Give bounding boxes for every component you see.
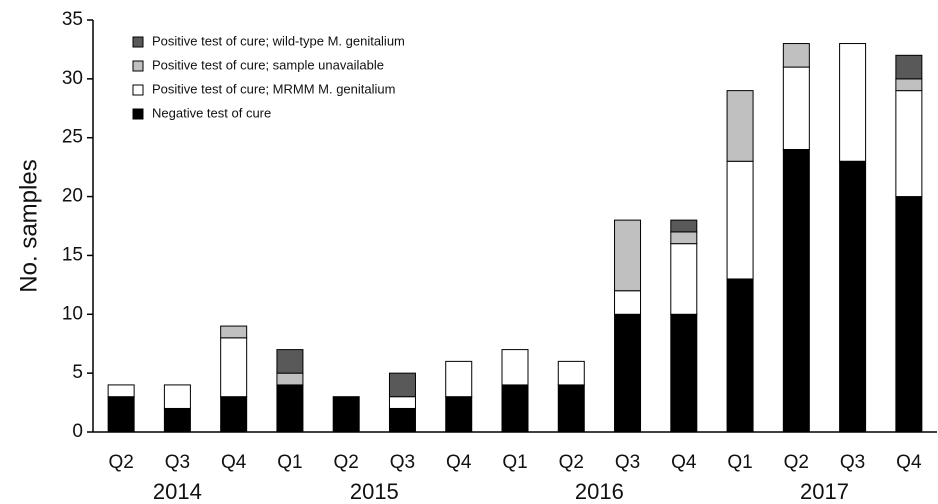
bar-segment xyxy=(670,243,698,315)
bar-segment xyxy=(895,78,923,92)
bar-segment xyxy=(670,219,698,233)
x-tick-label: Q4 xyxy=(221,452,247,473)
x-tick-label: Q3 xyxy=(615,452,640,473)
bar-segment xyxy=(388,396,416,409)
y-tick-label: 10 xyxy=(62,303,83,324)
legend-swatch xyxy=(132,36,144,48)
bar-segment xyxy=(614,313,642,433)
bar-segment xyxy=(501,384,529,433)
x-tick-label: Q3 xyxy=(840,452,865,473)
y-tick-label: 5 xyxy=(72,362,83,383)
group-label: 2014 xyxy=(153,479,202,504)
y-axis-label: No. samples xyxy=(15,159,42,292)
bar-segment xyxy=(614,219,642,292)
x-tick-label: Q2 xyxy=(334,452,359,473)
bar-segment xyxy=(614,290,642,315)
legend-swatch xyxy=(132,60,144,72)
bar-segment xyxy=(895,196,923,433)
bar-segment xyxy=(107,396,135,433)
bar-segment xyxy=(107,384,135,398)
bar-segment xyxy=(332,396,360,433)
bar-segment xyxy=(726,278,754,433)
bar-segment xyxy=(276,349,304,374)
x-tick-label: Q1 xyxy=(277,452,302,473)
x-tick-label: Q2 xyxy=(559,452,584,473)
x-tick-label: Q4 xyxy=(446,452,472,473)
bar-segment xyxy=(276,384,304,433)
y-tick-label: 20 xyxy=(62,186,83,207)
bar-segment xyxy=(726,160,754,280)
x-tick-label: Q4 xyxy=(896,452,922,473)
x-tick-label: Q1 xyxy=(502,452,527,473)
bar-segment xyxy=(445,396,473,433)
x-tick-label: Q1 xyxy=(727,452,752,473)
bar-segment xyxy=(220,396,248,433)
x-tick-label: Q2 xyxy=(108,452,133,473)
legend-swatch xyxy=(132,84,144,96)
bar-segment xyxy=(839,160,867,433)
y-tick-label: 15 xyxy=(62,244,83,265)
bar-segment xyxy=(220,337,248,398)
x-tick-label: Q2 xyxy=(784,452,809,473)
legend-swatch xyxy=(132,108,144,120)
legend-label: Negative test of cure xyxy=(152,105,271,120)
bar-segment xyxy=(670,313,698,433)
bar-segment xyxy=(782,66,810,150)
y-tick-label: 25 xyxy=(62,127,83,148)
bar-segment xyxy=(895,90,923,198)
group-label: 2016 xyxy=(575,479,624,504)
legend-label: Positive test of cure; MRMM M. genitaliu… xyxy=(152,81,395,96)
bar-segment xyxy=(895,54,923,80)
bar-segment xyxy=(163,407,191,433)
x-tick-label: Q4 xyxy=(671,452,697,473)
group-label: 2017 xyxy=(800,479,849,504)
y-tick-label: 0 xyxy=(72,421,83,442)
bar-segment xyxy=(388,407,416,433)
bar-segment xyxy=(670,231,698,245)
bar-segment xyxy=(220,325,248,339)
bar-segment xyxy=(557,360,585,386)
bar-segment xyxy=(501,349,529,386)
x-tick-label: Q3 xyxy=(390,452,415,473)
x-tick-label: Q3 xyxy=(165,452,190,473)
group-label: 2015 xyxy=(350,479,399,504)
bar-segment xyxy=(839,43,867,162)
bar-segment xyxy=(388,372,416,398)
bar-segment xyxy=(782,43,810,68)
bar-segment xyxy=(557,384,585,433)
y-tick-label: 30 xyxy=(62,68,83,89)
bar-segment xyxy=(726,90,754,162)
bar-segment xyxy=(782,148,810,433)
y-tick-label: 35 xyxy=(62,9,83,30)
legend-label: Positive test of cure; wild-type M. geni… xyxy=(152,33,405,48)
bar-segment xyxy=(163,384,191,409)
legend-label: Positive test of cure; sample unavailabl… xyxy=(152,57,384,72)
bar-segment xyxy=(276,372,304,386)
bar-segment xyxy=(445,360,473,398)
